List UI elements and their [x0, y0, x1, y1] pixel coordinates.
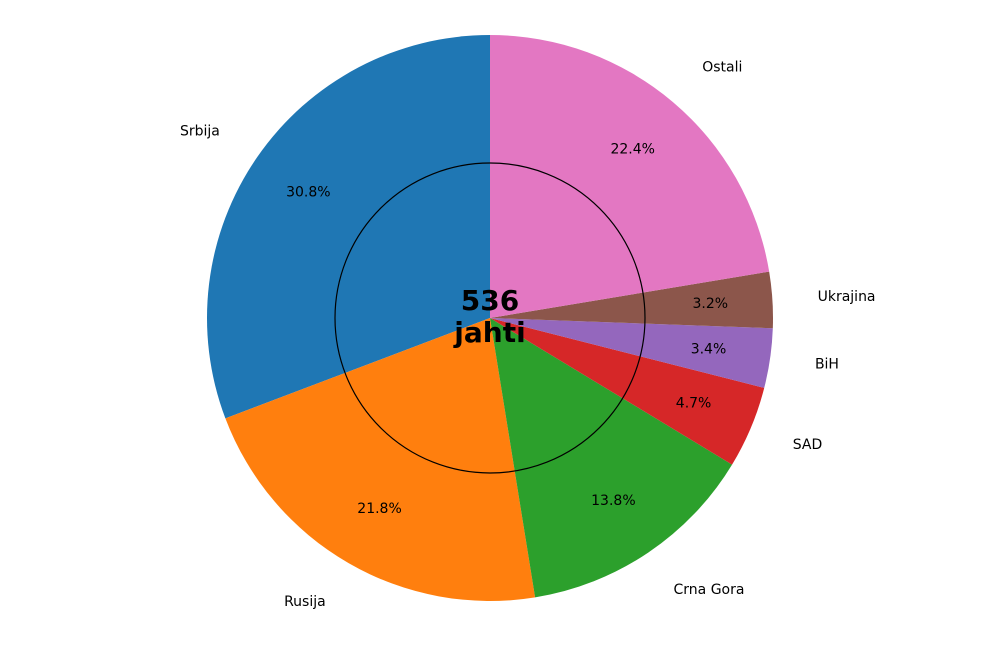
slice-label: BiH: [815, 357, 839, 373]
slice-label: Srbija: [180, 124, 220, 140]
value-label: 3.4%: [691, 341, 727, 357]
center-label: jahti: [453, 316, 525, 349]
slice-label: Ukrajina: [818, 289, 876, 305]
slice-label: Ostali: [702, 60, 742, 76]
pie-slice: [490, 271, 773, 329]
slice-label: Crna Gora: [674, 582, 745, 598]
pie-slice: [490, 35, 770, 318]
pie-slice: [206, 35, 490, 419]
value-label: 21.8%: [357, 501, 401, 517]
center-label: 536: [461, 284, 519, 317]
slice-label: SAD: [793, 437, 823, 453]
value-label: 30.8%: [286, 185, 330, 201]
value-label: 13.8%: [591, 493, 635, 509]
value-label: 4.7%: [676, 395, 712, 411]
pie-slice: [490, 318, 733, 598]
slice-label: Rusija: [284, 594, 326, 610]
value-label: 3.2%: [692, 296, 728, 312]
inner-ring: [334, 162, 646, 474]
pie-slice: [490, 318, 773, 388]
value-label: 22.4%: [610, 142, 654, 158]
pie-slice: [225, 318, 536, 602]
